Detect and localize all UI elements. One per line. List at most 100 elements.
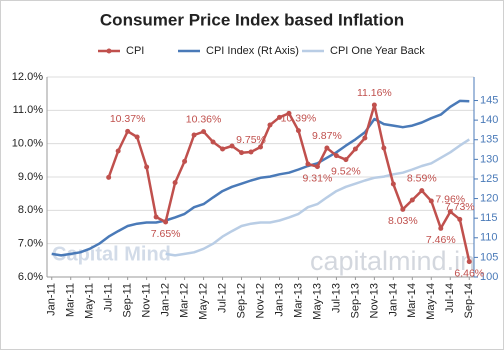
y2-tick-label: 145 [480, 94, 498, 106]
point [305, 161, 311, 167]
data-label: 9.87% [312, 130, 342, 142]
x-tick-label: Jan-13 [273, 283, 285, 317]
point [248, 149, 254, 155]
point [258, 144, 263, 150]
legend-label: CPI One Year Back [330, 45, 425, 57]
x-tick-label: Mar-11 [65, 283, 77, 317]
legend-label: CPI Index (Rt Axis) [206, 45, 299, 57]
point [229, 143, 235, 149]
y-tick-label: 6.0% [18, 271, 43, 283]
point [457, 216, 463, 222]
watermark: capitalmind.in [310, 246, 475, 276]
x-tick-label: Jul-12 [216, 283, 228, 313]
series-line [165, 138, 470, 257]
x-tick-label: May-14 [425, 283, 437, 320]
point [466, 259, 472, 265]
x-tick-label: Nov-11 [141, 283, 153, 318]
x-tick-label: Jan-12 [160, 283, 172, 317]
point [295, 128, 301, 134]
y-tick-label: 11.0% [13, 104, 44, 116]
point [419, 188, 425, 194]
x-tick-label: Mar-12 [178, 283, 190, 318]
point [267, 122, 273, 128]
x-tick-label: Nov-13 [368, 283, 380, 318]
point [400, 206, 406, 212]
data-label: 7.65% [151, 228, 181, 240]
x-tick-label: Nov-12 [254, 283, 266, 318]
series-line [51, 99, 470, 257]
point [144, 164, 150, 170]
point [409, 197, 415, 203]
point [220, 146, 226, 152]
point [153, 214, 159, 220]
data-label: 9.75% [236, 134, 266, 146]
y2-tick-label: 140 [480, 114, 498, 126]
point [314, 164, 320, 170]
point [428, 198, 434, 204]
point [106, 174, 112, 180]
x-tick-label: Sep-14 [463, 283, 475, 318]
point [201, 129, 207, 135]
x-tick-label: May-11 [84, 283, 96, 319]
point [343, 157, 349, 163]
y2-tick-label: 115 [480, 212, 498, 224]
point [447, 209, 453, 215]
x-tick-label: Sep-11 [122, 283, 134, 318]
x-tick-label: Sep-12 [235, 283, 247, 318]
legend-label: CPI [126, 45, 144, 57]
point [362, 135, 368, 141]
point [239, 150, 245, 156]
point [324, 145, 330, 151]
data-label: 7.46% [426, 234, 456, 246]
point [286, 110, 292, 116]
x-tick-label: Jul-13 [330, 283, 342, 313]
x-tick-label: Mar-13 [292, 283, 304, 318]
data-label: 10.39% [281, 112, 317, 124]
y2-tick-label: 135 [480, 134, 498, 146]
point [381, 145, 387, 151]
y-tick-label: 10.0% [12, 138, 43, 150]
data-label: 10.37% [110, 113, 146, 125]
point [210, 139, 216, 145]
x-tick-label: Mar-14 [406, 283, 418, 318]
point [172, 180, 178, 186]
x-tick-label: May-12 [197, 283, 209, 320]
point [134, 134, 140, 140]
point [352, 146, 358, 152]
data-label: 7.73% [445, 201, 475, 213]
data-label: 6.46% [454, 267, 484, 279]
point [163, 219, 169, 225]
x-tick-label: Sep-13 [349, 283, 361, 318]
point [115, 148, 121, 154]
y-tick-label: 9.0% [18, 171, 43, 183]
point [371, 102, 377, 108]
data-label: 8.59% [407, 172, 437, 184]
point [333, 153, 339, 159]
y2-tick-label: 100 [480, 271, 498, 283]
legend-marker [106, 48, 112, 54]
chart-title: Consumer Price Index based Inflation [100, 10, 404, 29]
point [125, 128, 131, 134]
x-tick-label: May-13 [311, 283, 323, 320]
point [438, 225, 444, 231]
data-label: 9.31% [303, 172, 333, 184]
point [390, 181, 396, 187]
x-tick-label: Jan-11 [46, 283, 58, 316]
y2-tick-label: 130 [480, 153, 498, 165]
data-label: 9.52% [331, 165, 361, 177]
y2-tick-label: 120 [480, 192, 498, 204]
data-label: 10.36% [186, 113, 222, 125]
watermark: Capital Mind [52, 243, 171, 265]
point [276, 114, 282, 120]
x-tick-label: Jan-14 [387, 283, 399, 317]
data-label: 8.03% [388, 215, 418, 227]
y2-tick-label: 110 [480, 232, 498, 244]
data-label: 7.96% [435, 193, 465, 205]
y2-tick-label: 105 [480, 251, 498, 263]
y-tick-label: 7.0% [18, 238, 43, 250]
y-tick-label: 12.0% [12, 71, 43, 83]
x-tick-label: Jul-14 [444, 283, 456, 313]
data-label: 11.16% [357, 87, 392, 99]
